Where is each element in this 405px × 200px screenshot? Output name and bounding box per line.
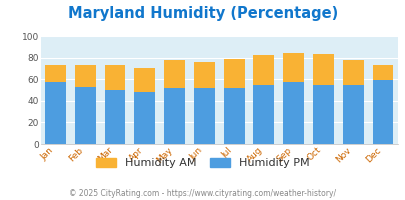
Bar [134, 92, 155, 144]
Text: © 2025 CityRating.com - https://www.cityrating.com/weather-history/: © 2025 CityRating.com - https://www.city… [69, 189, 336, 198]
Bar [372, 80, 392, 144]
Bar [312, 54, 333, 85]
Bar [223, 59, 244, 88]
Legend: Humidity AM, Humidity PM: Humidity AM, Humidity PM [96, 158, 309, 168]
Bar [223, 88, 244, 144]
Bar [45, 65, 66, 82]
Text: Maryland Humidity (Percentage): Maryland Humidity (Percentage) [68, 6, 337, 21]
Bar [104, 90, 125, 144]
Bar [283, 82, 303, 144]
Bar [342, 85, 363, 144]
Bar [75, 65, 96, 87]
Bar [194, 88, 214, 144]
Bar [45, 82, 66, 144]
Bar [372, 65, 392, 80]
Bar [253, 55, 274, 85]
Bar [283, 53, 303, 82]
Bar [253, 85, 274, 144]
Bar [164, 60, 185, 88]
Bar [104, 65, 125, 90]
Bar [164, 88, 185, 144]
Bar [134, 68, 155, 92]
Bar [342, 60, 363, 85]
Bar [312, 85, 333, 144]
Bar [194, 62, 214, 88]
Bar [75, 87, 96, 144]
